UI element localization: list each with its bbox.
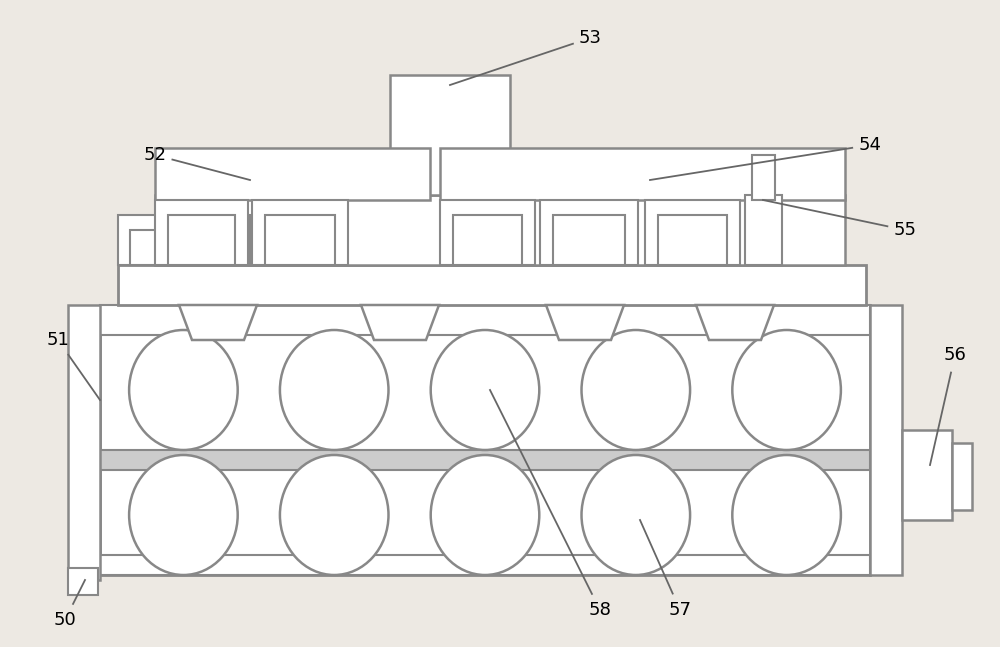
Text: 50: 50: [54, 611, 76, 629]
Ellipse shape: [431, 330, 539, 450]
Text: 55: 55: [894, 221, 916, 239]
Text: 58: 58: [589, 601, 611, 619]
Bar: [440, 148, 845, 200]
Bar: [100, 555, 870, 575]
Ellipse shape: [129, 455, 238, 575]
Ellipse shape: [280, 330, 388, 450]
Bar: [265, 215, 335, 265]
Bar: [453, 215, 522, 265]
Bar: [553, 215, 625, 265]
Text: 56: 56: [944, 346, 966, 364]
Bar: [540, 200, 638, 265]
Bar: [262, 230, 332, 265]
Bar: [250, 215, 345, 265]
Ellipse shape: [129, 330, 238, 450]
Bar: [745, 195, 782, 265]
Ellipse shape: [582, 455, 690, 575]
Ellipse shape: [732, 455, 841, 575]
Polygon shape: [179, 305, 257, 340]
Ellipse shape: [732, 330, 841, 450]
Bar: [645, 200, 740, 265]
Bar: [68, 568, 98, 595]
Bar: [118, 215, 213, 265]
Bar: [68, 305, 100, 580]
Bar: [155, 200, 248, 265]
Text: 53: 53: [578, 29, 602, 47]
Bar: [100, 450, 870, 470]
Ellipse shape: [582, 330, 690, 450]
Bar: [155, 148, 430, 200]
Polygon shape: [546, 305, 624, 340]
Bar: [100, 305, 870, 335]
Bar: [902, 430, 952, 520]
Ellipse shape: [280, 455, 388, 575]
Bar: [952, 443, 972, 510]
Bar: [168, 215, 235, 265]
Polygon shape: [696, 305, 774, 340]
Text: 51: 51: [47, 331, 69, 349]
Bar: [118, 265, 866, 305]
Bar: [100, 305, 870, 575]
Polygon shape: [361, 305, 439, 340]
Bar: [155, 195, 845, 265]
Ellipse shape: [431, 455, 539, 575]
Bar: [870, 305, 902, 575]
Bar: [390, 75, 510, 195]
Text: 57: 57: [668, 601, 692, 619]
Bar: [658, 215, 727, 265]
Bar: [252, 200, 348, 265]
Text: 54: 54: [858, 136, 882, 154]
Bar: [752, 155, 775, 200]
Bar: [130, 230, 200, 265]
Text: 52: 52: [144, 146, 166, 164]
Bar: [440, 200, 535, 265]
